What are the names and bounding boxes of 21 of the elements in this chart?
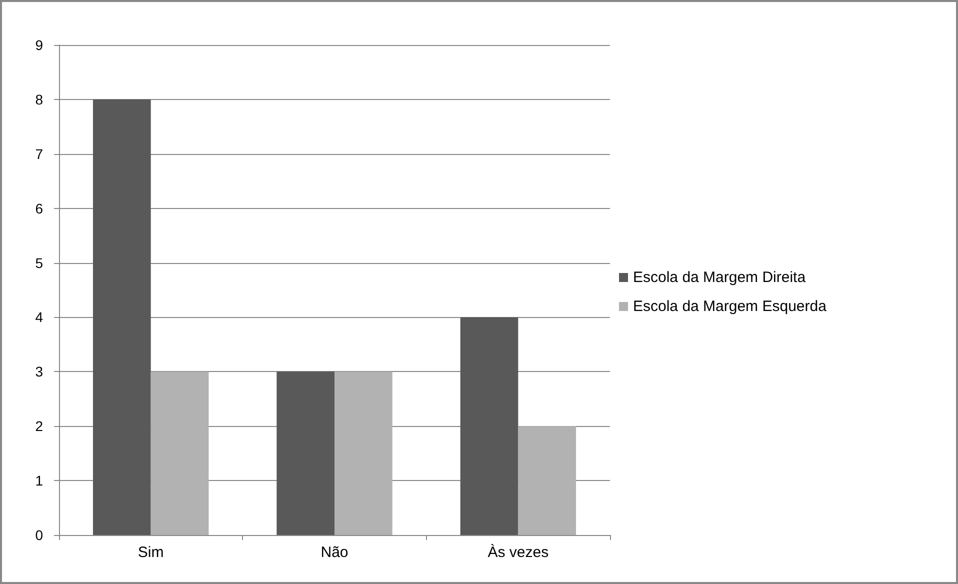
y-tick-label: 9 <box>35 37 44 53</box>
bar <box>518 426 576 535</box>
bar <box>334 372 392 535</box>
x-tick-label: Não <box>320 544 348 561</box>
y-tick-label: 7 <box>35 146 44 162</box>
x-tick-label: Às vezes <box>488 543 549 561</box>
legend-label: Escola da Margem Direita <box>633 269 806 286</box>
x-tick-label: Sim <box>138 544 164 561</box>
y-tick-label: 1 <box>35 472 44 489</box>
bar <box>460 317 518 535</box>
y-tick-label: 6 <box>35 200 44 216</box>
y-tick-label: 5 <box>35 254 44 271</box>
legend-label: Escola da Margem Esquerda <box>633 298 828 315</box>
y-tick-label: 2 <box>35 418 44 434</box>
y-tick-label: 4 <box>35 309 44 326</box>
bar <box>150 372 209 535</box>
bar <box>276 372 334 535</box>
y-tick-label: 3 <box>35 364 44 380</box>
y-tick-label: 0 <box>35 527 44 543</box>
y-tick-label: 8 <box>35 91 44 108</box>
bar <box>92 99 151 535</box>
